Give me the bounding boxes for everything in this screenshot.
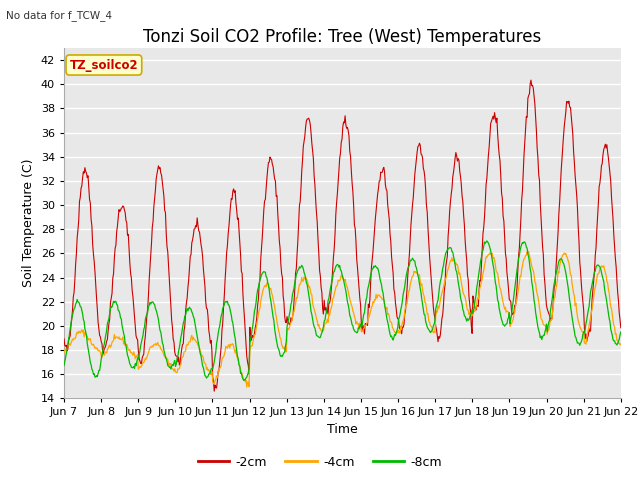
X-axis label: Time: Time	[327, 423, 358, 436]
Text: No data for f_TCW_4: No data for f_TCW_4	[6, 10, 113, 21]
Text: TZ_soilco2: TZ_soilco2	[70, 59, 138, 72]
Y-axis label: Soil Temperature (C): Soil Temperature (C)	[22, 159, 35, 288]
Title: Tonzi Soil CO2 Profile: Tree (West) Temperatures: Tonzi Soil CO2 Profile: Tree (West) Temp…	[143, 28, 541, 47]
Legend: -2cm, -4cm, -8cm: -2cm, -4cm, -8cm	[193, 451, 447, 474]
